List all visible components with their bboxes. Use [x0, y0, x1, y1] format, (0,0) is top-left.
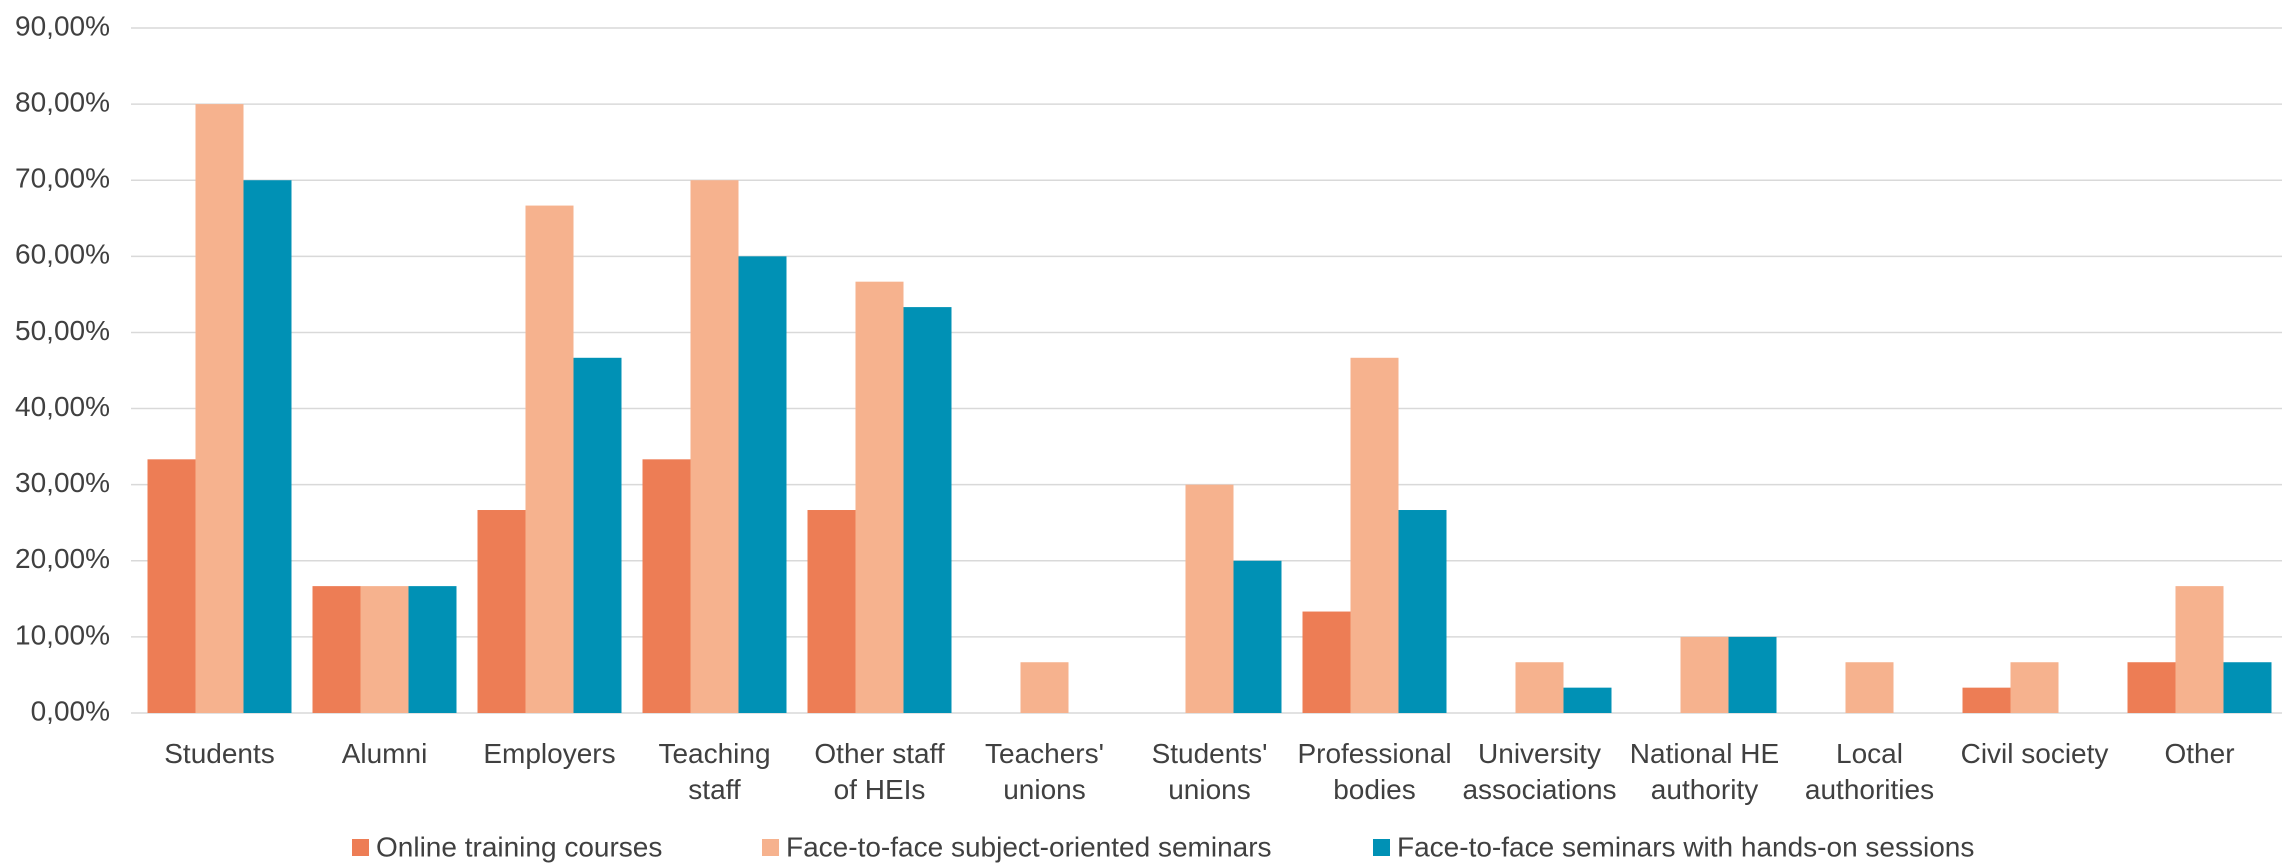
bar	[1398, 510, 1447, 713]
bar	[738, 256, 787, 713]
x-tick-label: Alumni	[341, 738, 428, 769]
x-tick-label: Students' unions	[1151, 738, 1268, 805]
bar	[642, 459, 691, 713]
bar	[1185, 484, 1234, 713]
y-tick-label: 70,00%	[15, 163, 110, 194]
bar	[2223, 662, 2272, 713]
x-tick-label: University associations	[1462, 738, 1617, 805]
x-tick-label: Civil society	[1960, 738, 2109, 769]
bar	[477, 510, 526, 713]
bar	[1563, 687, 1612, 713]
legend-swatch	[352, 839, 369, 856]
bar	[1233, 560, 1282, 713]
bar	[195, 104, 244, 714]
y-tick-label: 90,00%	[15, 10, 110, 41]
x-tick-label: Local authorities	[1804, 738, 1935, 805]
x-tick-label: Teachers' unions	[985, 738, 1104, 805]
y-tick-label: 10,00%	[15, 619, 110, 650]
x-tick-label: Employers	[483, 738, 616, 769]
y-tick-label: 0,00%	[31, 695, 110, 726]
legend-label: Face-to-face subject-oriented seminars	[786, 831, 1272, 862]
bar	[525, 205, 574, 714]
y-tick-label: 80,00%	[15, 87, 110, 118]
bar	[1845, 662, 1894, 713]
bar	[903, 307, 952, 713]
bar	[1680, 636, 1729, 713]
legend-label: Face-to-face seminars with hands-on sess…	[1397, 831, 1974, 862]
legend-label: Online training courses	[376, 831, 662, 862]
y-tick-label: 20,00%	[15, 543, 110, 574]
y-tick-label: 40,00%	[15, 391, 110, 422]
bar	[573, 357, 622, 713]
bar	[855, 281, 904, 713]
bar	[1515, 662, 1564, 713]
x-tick-label: Professional bodies	[1297, 738, 1452, 805]
legend-swatch	[1373, 839, 1390, 856]
bar	[408, 586, 457, 713]
bar	[1962, 687, 2011, 713]
bar	[1302, 611, 1351, 713]
x-tick-label: Students	[164, 738, 275, 769]
x-tick-label: Other staff of HEIs	[814, 738, 945, 805]
bar	[2127, 662, 2176, 713]
bar	[1020, 662, 1069, 713]
y-tick-label: 30,00%	[15, 467, 110, 498]
legend-swatch	[762, 839, 779, 856]
bar	[360, 586, 409, 713]
bar	[1350, 357, 1399, 713]
y-tick-label: 50,00%	[15, 315, 110, 346]
bar	[1728, 636, 1777, 713]
bar	[807, 510, 856, 713]
x-tick-label: Other	[2164, 738, 2235, 769]
bar	[2175, 586, 2224, 713]
bar	[690, 180, 739, 713]
bar	[2010, 662, 2059, 713]
y-tick-label: 60,00%	[15, 239, 110, 270]
bar	[147, 459, 196, 713]
x-tick-label: National HE authority	[1629, 738, 1780, 805]
bar	[312, 586, 361, 713]
bar	[243, 180, 292, 713]
x-tick-label: Teaching staff	[658, 738, 771, 805]
